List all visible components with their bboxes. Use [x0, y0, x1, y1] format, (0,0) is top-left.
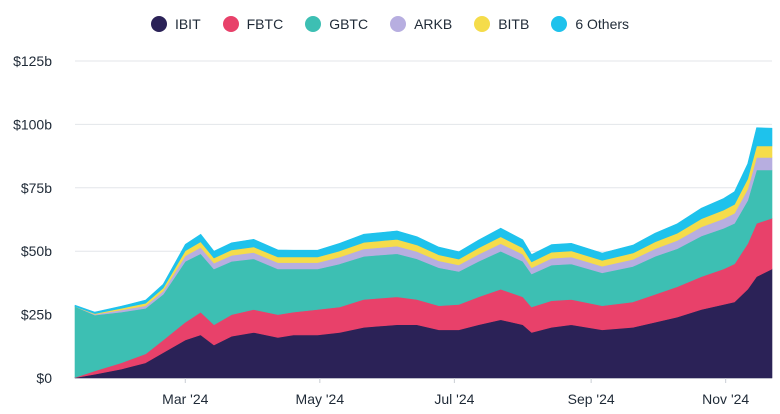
y-axis: $0 $25b $50b $75b $100b $125b — [13, 53, 52, 386]
y-tick-label: $50b — [21, 243, 52, 259]
area-6-others[interactable] — [74, 127, 773, 314]
legend-item-bitb[interactable]: BITB — [474, 16, 529, 32]
stacked-areas — [74, 127, 773, 379]
legend-swatch-bitb — [474, 16, 491, 32]
y-tick-label: $75b — [21, 180, 52, 196]
x-tick-label: Nov '24 — [702, 391, 749, 407]
legend-label-arkb: ARKB — [414, 16, 453, 32]
legend-swatch-gbtc — [305, 16, 322, 32]
legend-swatch-others — [551, 16, 568, 32]
legend-label-fbtc: FBTC — [246, 16, 284, 32]
legend-swatch-ibit — [150, 16, 167, 32]
legend-swatch-fbtc — [222, 16, 239, 32]
legend-item-fbtc[interactable]: FBTC — [222, 16, 284, 32]
x-tick-label: Jul '24 — [434, 391, 474, 407]
y-tick-label: $125b — [13, 53, 52, 69]
x-tick-label: May '24 — [296, 391, 345, 407]
legend-item-ibit[interactable]: IBIT — [150, 16, 201, 32]
legend-item-arkb[interactable]: ARKB — [390, 16, 452, 32]
y-tick-label: $25b — [21, 307, 52, 323]
y-tick-label: $100b — [13, 116, 52, 132]
legend-label-gbtc: GBTC — [329, 16, 369, 32]
legend-label-others: 6 Others — [575, 16, 630, 32]
legend-swatch-arkb — [390, 16, 407, 32]
legend: IBIT FBTC GBTC ARKB BITB 6 Others — [0, 16, 780, 32]
legend-item-others[interactable]: 6 Others — [551, 16, 629, 32]
legend-item-gbtc[interactable]: GBTC — [305, 16, 368, 32]
legend-label-ibit: IBIT — [174, 16, 201, 32]
x-axis: Mar '24 May '24 Jul '24 Sep '24 Nov '24 — [162, 378, 749, 407]
legend-label-bitb: BITB — [498, 16, 530, 32]
y-tick-label: $0 — [36, 370, 52, 386]
x-tick-label: Mar '24 — [162, 391, 208, 407]
x-tick-label: Sep '24 — [568, 391, 615, 407]
